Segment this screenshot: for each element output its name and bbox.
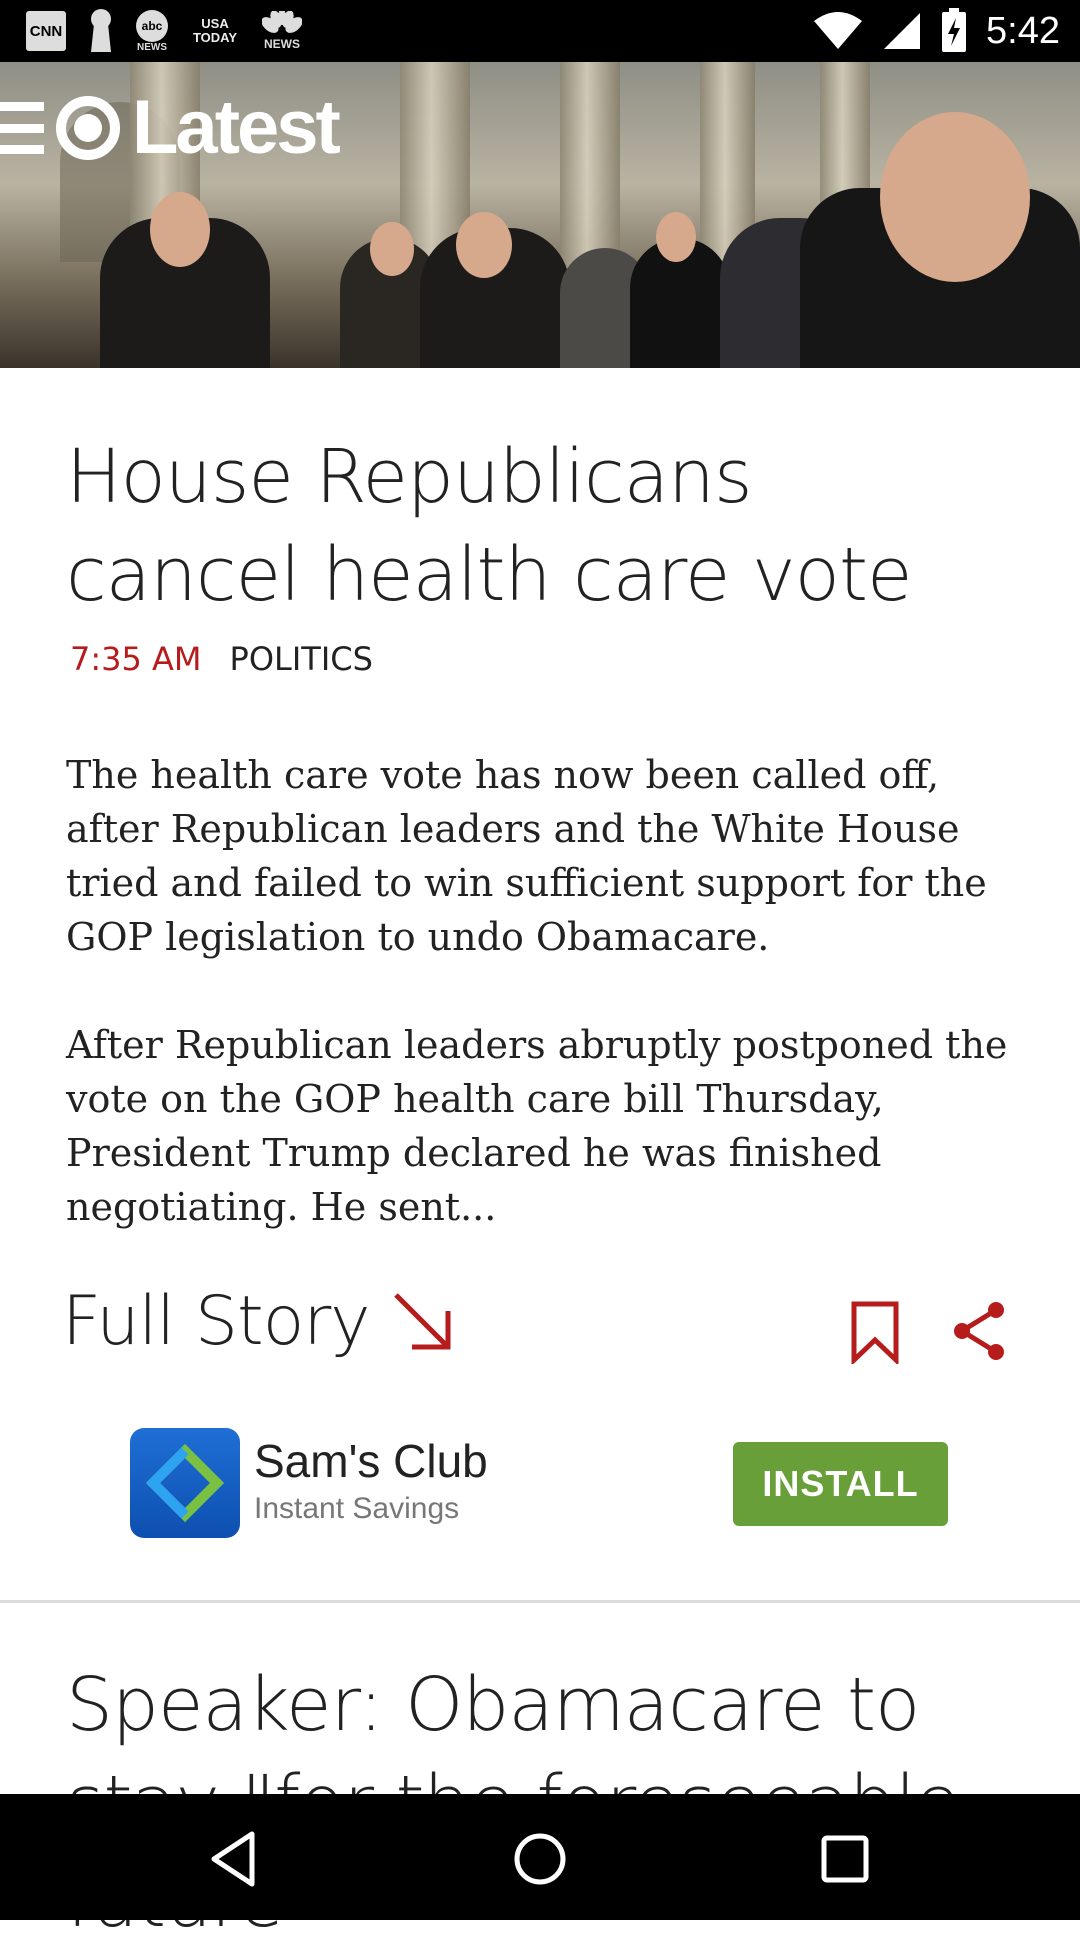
article-body: The health care vote has now been called… [66,748,1016,1288]
notification-icons: CNN abc NEWS USA TODAY NEWS [26,8,302,54]
wifi-icon [814,12,863,49]
ad-title: Sam's Club [254,1435,488,1487]
article-headline[interactable]: House Republicans cancel health care vot… [66,434,913,618]
abc-news-icon: abc NEWS [136,9,168,53]
nbc-news-icon: NEWS [262,11,302,51]
full-story-link[interactable]: Full Story [62,1282,458,1361]
logo-text: Latest [132,85,341,170]
home-icon[interactable] [505,1824,575,1894]
article-meta: 7:35 AM POLITICS [70,640,373,678]
status-bar: CNN abc NEWS USA TODAY NEWS 5:42 [0,0,1080,62]
keyhole-icon [88,8,114,54]
full-story-label: Full Story [62,1282,371,1361]
cnn-icon: CNN [26,11,66,51]
bookmark-icon[interactable] [850,1300,900,1364]
battery-charging-icon [942,8,967,52]
app-logo: Latest [0,85,341,170]
article-time: 7:35 AM [70,640,202,678]
hero-image: Latest [0,62,1080,368]
sams-club-logo-icon [130,1428,240,1538]
article-paragraph: The health care vote has now been called… [66,753,987,959]
navigation-bar [0,1794,1080,1920]
ad-banner[interactable]: Sam's Club Instant Savings INSTALL [130,1428,950,1540]
menu-icon[interactable] [0,98,44,158]
ad-subtitle: Instant Savings [254,1492,460,1525]
back-icon[interactable] [200,1824,270,1894]
install-button[interactable]: INSTALL [733,1442,948,1526]
article-paragraph: After Republican leaders abruptly postpo… [66,1023,1008,1229]
arrow-down-right-icon [393,1292,451,1349]
clock: 5:42 [986,9,1060,52]
article-category[interactable]: POLITICS [229,640,373,678]
recents-icon[interactable] [810,1824,880,1894]
signal-icon [884,13,921,49]
system-icons: 5:42 [812,0,1060,62]
usa-today-icon: USA TODAY [192,16,238,45]
cbs-eye-icon [56,96,120,160]
share-icon[interactable] [950,1300,1008,1362]
divider [0,1600,1080,1603]
